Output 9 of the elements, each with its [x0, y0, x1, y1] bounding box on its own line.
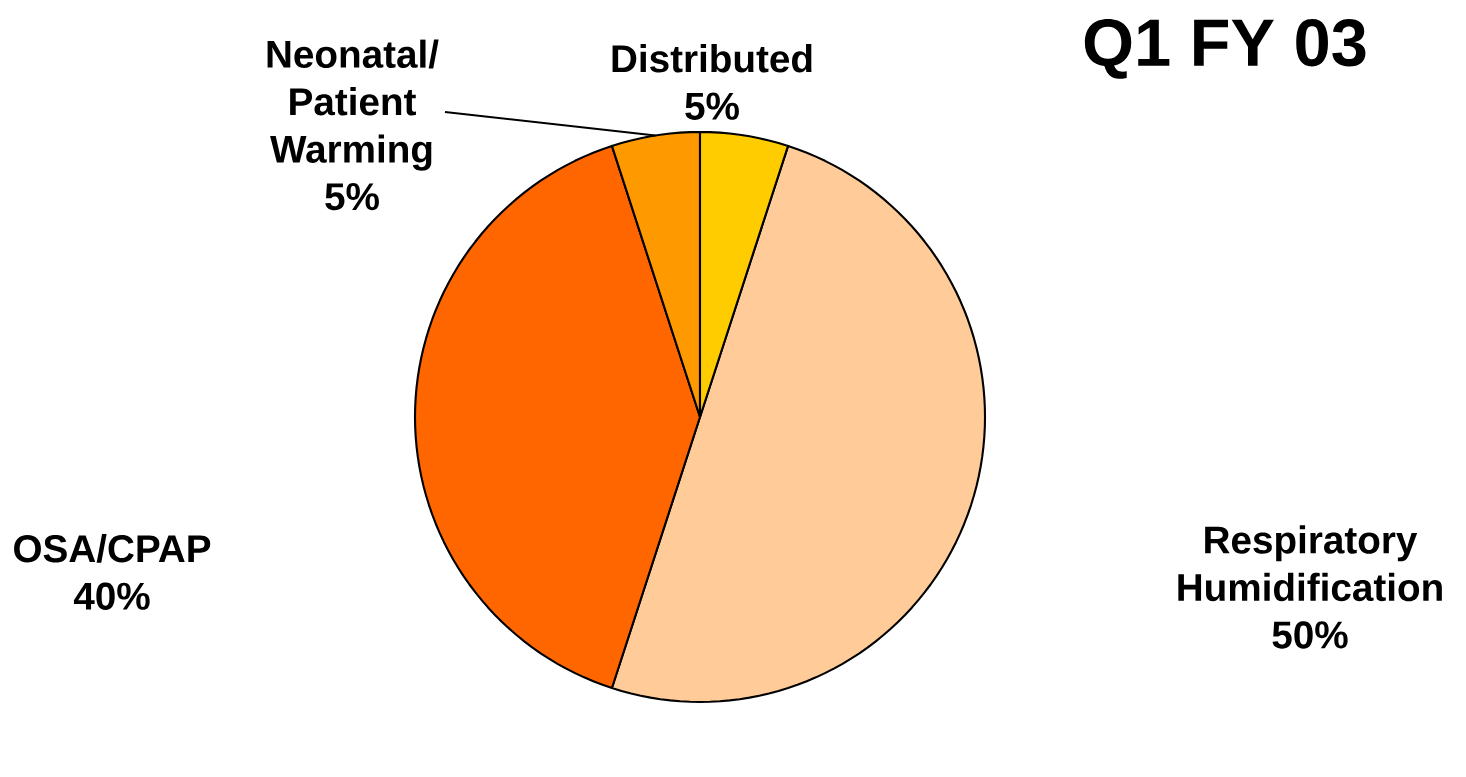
data-label: 50% [1272, 621, 1348, 649]
slice-label: Respiratory Humidification [1178, 525, 1442, 602]
slice-label: Distributed [612, 44, 812, 73]
data-label: 5% [685, 92, 739, 120]
data-label: 5% [325, 183, 379, 211]
slice-label: OSA/CPAP [14, 534, 211, 563]
slice-label: Neonatal/ Patient Warming [267, 39, 439, 171]
chart-title: Q1 FY 03 [1084, 19, 1366, 79]
data-label: 40% [73, 582, 150, 610]
